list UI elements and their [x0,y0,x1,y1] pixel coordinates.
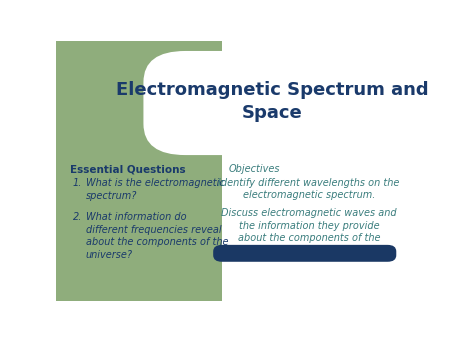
Text: Objectives: Objectives [229,164,280,174]
Text: Electromagnetic Spectrum and
Space: Electromagnetic Spectrum and Space [116,81,429,122]
Text: Discuss electromagnetic waves and
the information they provide
about the compone: Discuss electromagnetic waves and the in… [221,209,397,256]
FancyBboxPatch shape [144,51,395,155]
Bar [222,41,405,301]
Text: What is the electromagnetic
spectrum?: What is the electromagnetic spectrum? [86,178,225,201]
Text: What information do
different frequencies reveal
about the components of the
uni: What information do different frequencie… [86,212,229,260]
Text: Identify different wavelengths on the
electromagnetic spectrum.: Identify different wavelengths on the el… [218,178,400,200]
Text: Essential Questions: Essential Questions [70,164,186,174]
Text: 2.: 2. [73,212,82,222]
FancyBboxPatch shape [213,245,396,262]
Text: 1.: 1. [73,178,82,189]
